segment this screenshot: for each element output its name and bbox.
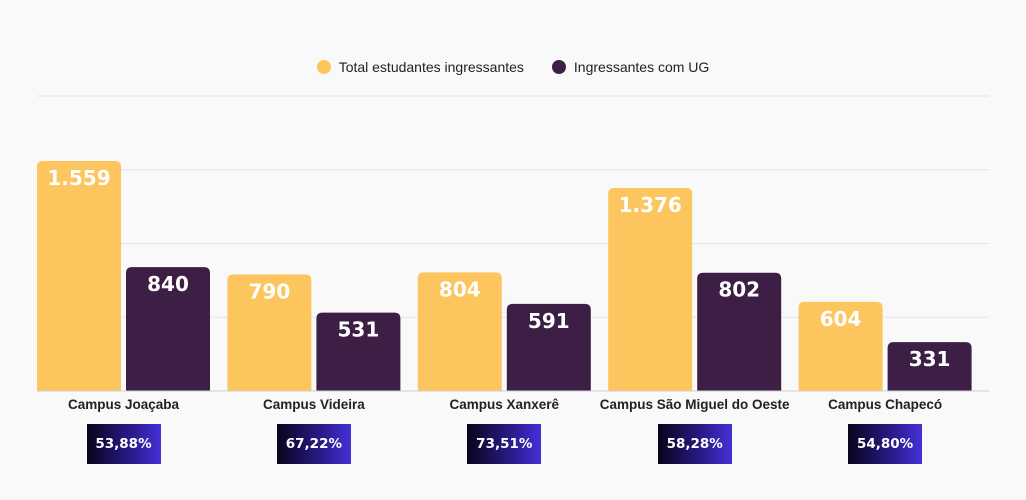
bar-total[interactable] bbox=[417, 272, 502, 391]
legend-label-total: Total estudantes ingressantes bbox=[338, 59, 524, 75]
category-label: Campus Videira bbox=[262, 397, 365, 412]
legend-item-total[interactable]: Total estudantes ingressantes bbox=[316, 59, 524, 75]
bar-total[interactable] bbox=[798, 301, 883, 391]
bar-ug[interactable] bbox=[506, 303, 591, 391]
bar-label-total: 790 bbox=[249, 279, 291, 303]
legend-label-ug: Ingressantes com UG bbox=[573, 59, 710, 75]
bar-total[interactable] bbox=[37, 161, 121, 391]
bar-ug[interactable] bbox=[126, 267, 210, 391]
bar-label-total: 604 bbox=[820, 307, 862, 331]
bar-label-total: 804 bbox=[439, 277, 481, 301]
category-label: Campus Xanxerê bbox=[449, 397, 560, 412]
bar-label-ug: 591 bbox=[528, 309, 570, 333]
category-label: Campus São Miguel do Oeste bbox=[599, 397, 790, 412]
percentage-badge: 54,80% bbox=[848, 424, 923, 464]
category-label: Campus Joaçaba bbox=[67, 397, 180, 412]
bar-ug[interactable] bbox=[887, 342, 972, 391]
category-label: Campus Chapecó bbox=[828, 397, 943, 412]
percentage-badge: 58,28% bbox=[657, 424, 732, 464]
bar-label-ug: 531 bbox=[338, 318, 380, 342]
bar-label-total: 1.559 bbox=[47, 166, 110, 190]
percentage-badge: 73,51% bbox=[467, 424, 542, 464]
bar-label-ug: 840 bbox=[147, 272, 189, 296]
percentage-badge: 67,22% bbox=[276, 424, 351, 464]
bar-ug[interactable] bbox=[697, 272, 782, 391]
legend-swatch-ug bbox=[551, 60, 566, 74]
bar-total[interactable] bbox=[227, 274, 312, 391]
bar-label-ug: 331 bbox=[909, 347, 951, 371]
legend-item-ug[interactable]: Ingressantes com UG bbox=[551, 59, 710, 75]
percentage-badge: 53,88% bbox=[86, 424, 161, 464]
bar-label-ug: 802 bbox=[718, 278, 760, 302]
chart-legend: Total estudantes ingressantes Ingressant… bbox=[0, 59, 1026, 75]
bar-total[interactable] bbox=[608, 188, 693, 391]
bar-ug[interactable] bbox=[316, 312, 401, 391]
legend-swatch-total bbox=[316, 60, 331, 74]
bar-label-total: 1.376 bbox=[619, 193, 682, 217]
